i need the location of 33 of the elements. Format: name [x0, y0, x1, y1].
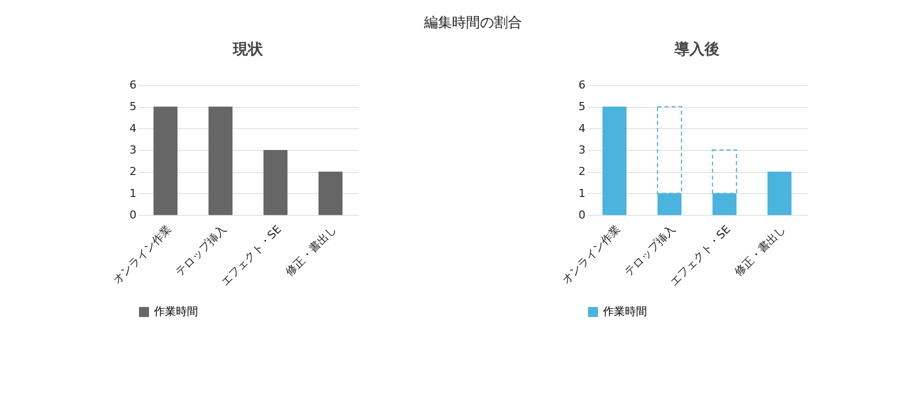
y-tick-label: 3: [578, 144, 586, 156]
x-tick-label: 修正・書出し: [732, 222, 788, 279]
legend-label: 作業時間: [153, 305, 198, 318]
bar: [264, 150, 288, 215]
y-tick-label: 4: [578, 122, 586, 135]
bar: [602, 106, 626, 215]
y-tick-label: 5: [578, 100, 586, 114]
text: 編集時間の割合: [423, 15, 522, 31]
bar: [768, 172, 792, 215]
bar: [656, 106, 682, 194]
x-tick-label: オンライン作業: [559, 222, 623, 286]
chart-title: 導入後: [674, 40, 720, 58]
bar: [154, 106, 178, 215]
y-tick-label: 3: [130, 144, 136, 156]
x-tick-label: オンライン作業: [110, 222, 174, 286]
y-tick-label: 6: [130, 78, 136, 92]
y-tick-label: 0: [578, 208, 586, 222]
y-tick-label: 5: [130, 100, 136, 114]
y-tick-label: 4: [130, 122, 136, 135]
bar: [208, 106, 232, 215]
y-tick-label: 0: [130, 208, 136, 222]
legend-label: 作業時間: [602, 305, 647, 318]
bar: [712, 193, 736, 215]
bar: [712, 149, 738, 194]
y-tick-label: 6: [578, 78, 586, 92]
y-tick-label: 1: [578, 186, 586, 200]
x-tick-label: 修正・書出し: [283, 222, 339, 279]
y-tick-label: 2: [578, 165, 586, 178]
y-tick-label: 1: [130, 186, 136, 200]
y-tick-label: 2: [130, 165, 136, 178]
chart-title: 現状: [232, 40, 264, 58]
bar: [658, 193, 682, 215]
bar: [318, 172, 342, 215]
